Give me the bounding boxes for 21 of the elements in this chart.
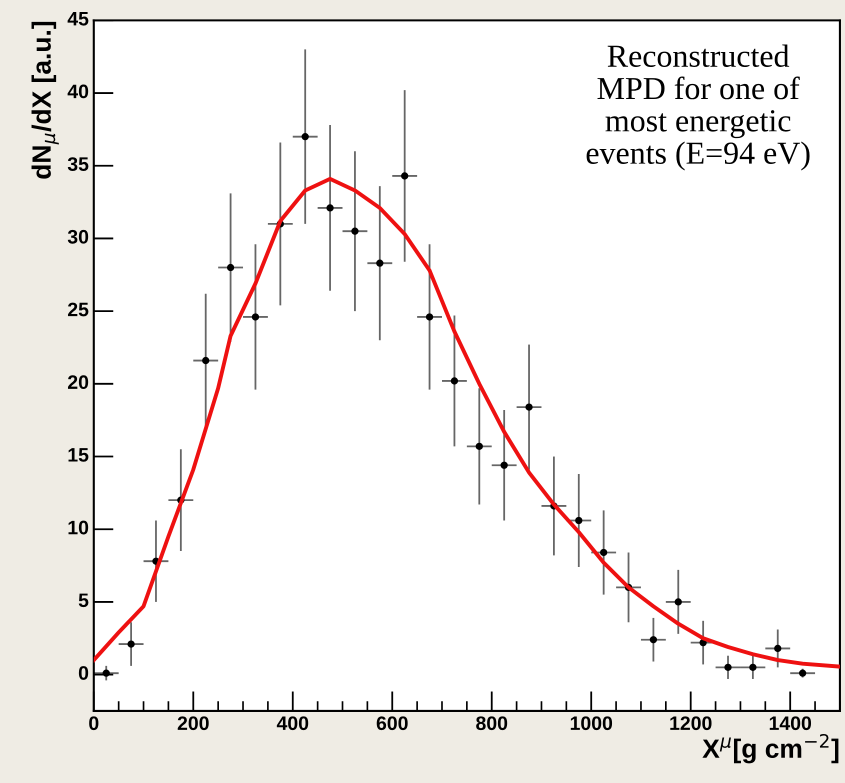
x-tick-label: 1000 <box>570 716 612 730</box>
y-tick-label: 45 <box>68 12 88 26</box>
y-tick-label: 15 <box>68 448 88 462</box>
annotation: Reconstructed MPD for one of most energetic events (E=94 eV) <box>586 44 810 170</box>
x-tick-label: 1200 <box>670 716 712 730</box>
x-tick-label: 400 <box>276 716 308 730</box>
y-tick-label: 0 <box>78 666 88 680</box>
x-tick-label: 800 <box>476 716 508 730</box>
y-tick-label: 30 <box>68 230 88 244</box>
y-tick-label: 20 <box>68 375 88 390</box>
x-axis-title: X$^{μ}$[g cm$^{−2}$] <box>702 734 838 764</box>
x-tick-label: 0 <box>89 716 98 730</box>
y-axis-title: dN$_{μ}$/dX [a.u.] <box>32 22 59 179</box>
y-tick-label: 25 <box>68 302 88 316</box>
x-tick-label: 1400 <box>770 716 812 730</box>
y-tick-label: 5 <box>78 594 88 608</box>
x-tick-label: 200 <box>178 716 209 730</box>
y-tick-label: 35 <box>68 157 88 171</box>
y-tick-label: 40 <box>68 84 88 98</box>
x-tick-label: 600 <box>376 716 408 730</box>
y-tick-label: 10 <box>68 520 88 534</box>
